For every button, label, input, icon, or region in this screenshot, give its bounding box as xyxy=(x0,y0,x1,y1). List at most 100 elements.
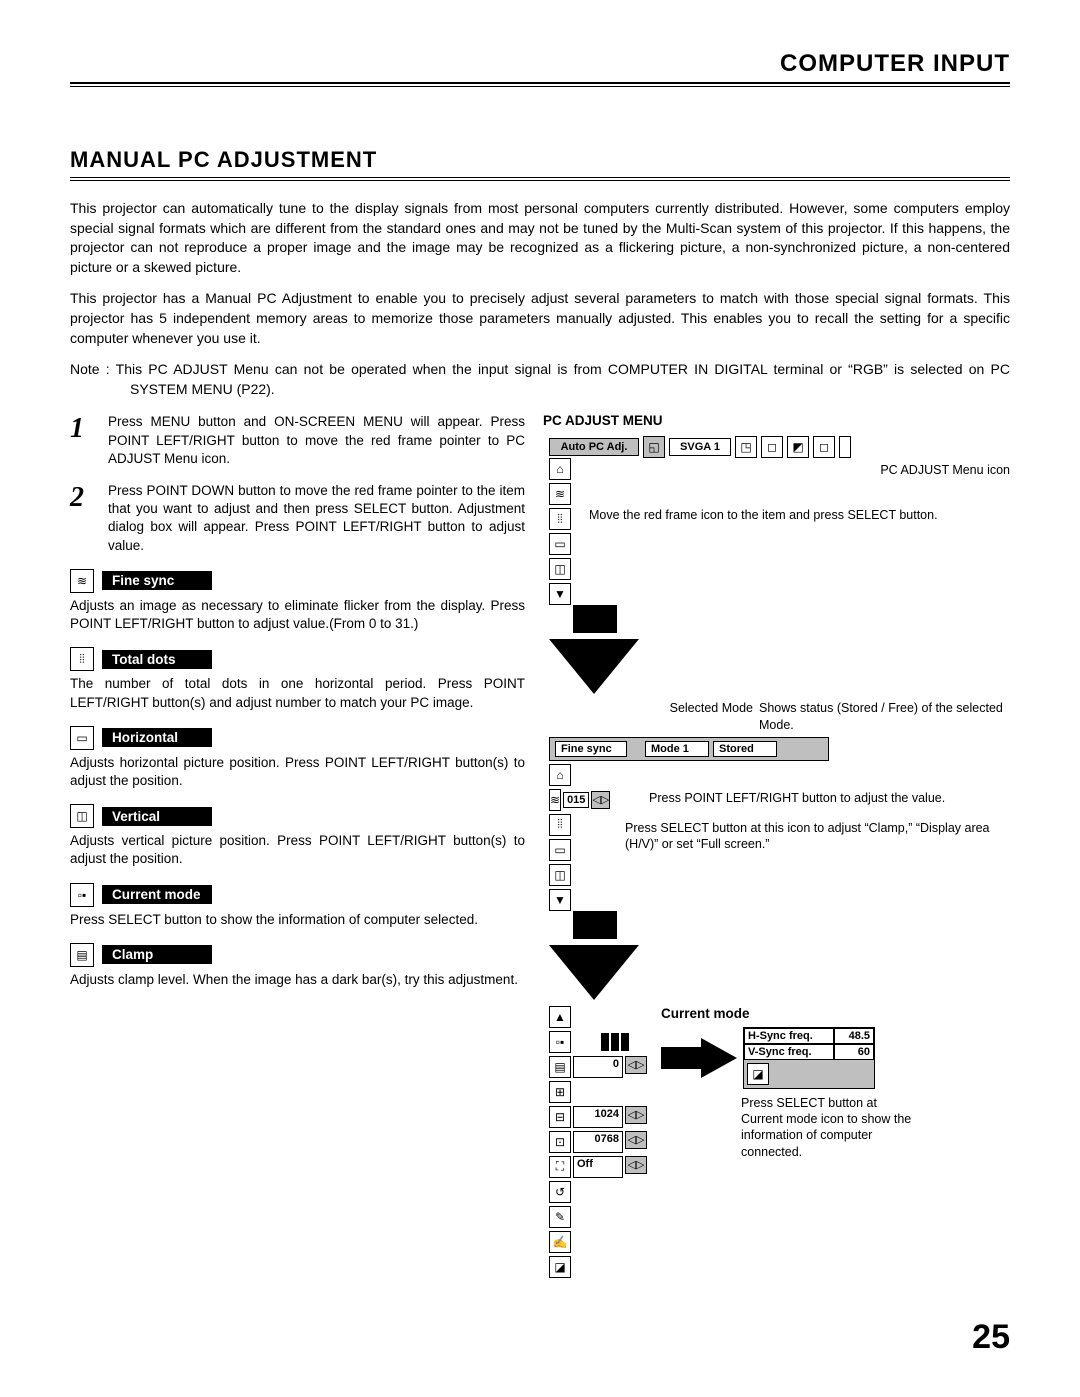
osd-icon-a2: ≋ xyxy=(549,483,571,505)
totaldots-icon: ⦙⦙ xyxy=(70,647,94,671)
osd-vertical-icons-3: ▲ ▫▪ ▤0◁▷ ⊞ ⊟1024◁▷ ⊡0768◁▷ ⛶Off◁▷ ↺ ✎ ✍… xyxy=(549,1006,647,1278)
osd-icon-a6: ▼ xyxy=(549,583,571,605)
osd-vertical-icons-2: ⌂ ≋ 015 ◁▷ ⦙⦙ ▭ ◫ ▼ xyxy=(549,764,575,911)
current-mode-panel: H-Sync freq. 48.5 V-Sync freq. 60 ◪ xyxy=(743,1027,875,1089)
osd-icon-c2: ▫▪ xyxy=(549,1031,571,1053)
adj-finesync: ≋ Fine sync Adjusts an image as necessar… xyxy=(70,569,525,633)
vsync-value: 60 xyxy=(834,1044,874,1060)
osd-topbar-icon-6 xyxy=(839,436,851,458)
hsync-value: 48.5 xyxy=(834,1028,874,1044)
arrow-stem-2 xyxy=(573,911,617,939)
current-mode-ok-icon[interactable]: ◪ xyxy=(747,1063,769,1085)
modebar-mode: Mode 1 xyxy=(645,741,709,757)
adj-horizontal: ▭ Horizontal Adjusts horizontal picture … xyxy=(70,726,525,790)
val-0: 0 xyxy=(573,1056,623,1078)
osd-icon-a3: ⦙⦙ xyxy=(549,508,571,530)
osd-icon-c5: ⊟ xyxy=(549,1106,571,1128)
clamp-icon: ▤ xyxy=(70,943,94,967)
vertical-icon: ◫ xyxy=(70,804,94,828)
osd-icon-b5: ◫ xyxy=(549,864,571,886)
osd-icon-a1: ⌂ xyxy=(549,458,571,480)
lr-arrow-c3[interactable]: ◁▷ xyxy=(625,1056,647,1074)
finesync-label: Fine sync xyxy=(102,571,212,590)
osd-icon-c1: ▲ xyxy=(549,1006,571,1028)
note-select-icon: Press SELECT button at this icon to adju… xyxy=(625,820,1010,853)
osd-icon-c4: ⊞ xyxy=(549,1081,571,1103)
val-off: Off xyxy=(573,1156,623,1178)
step-2-text: Press POINT DOWN button to move the red … xyxy=(108,482,525,555)
currentmode-desc: Press SELECT button to show the informat… xyxy=(70,911,525,929)
adj-vertical: ◫ Vertical Adjusts vertical picture posi… xyxy=(70,804,525,868)
osd-icon-c6: ⊡ xyxy=(549,1131,571,1153)
vertical-desc: Adjusts vertical picture position. Press… xyxy=(70,832,525,868)
pc-adjust-menu-title: PC ADJUST MENU xyxy=(543,413,1010,428)
modebar-finesync: Fine sync xyxy=(555,741,627,757)
arrow-down-2 xyxy=(549,945,639,1000)
osd-topbar-icon-1: ◱ xyxy=(643,436,665,458)
left-column: 1 Press MENU button and ON-SCREEN MENU w… xyxy=(70,413,525,1278)
osd-icon-c8: ↺ xyxy=(549,1181,571,1203)
val-0768: 0768 xyxy=(573,1131,623,1153)
currentmode-label: Current mode xyxy=(102,885,212,904)
osd-icon-c9: ✎ xyxy=(549,1206,571,1228)
finesync-icon: ≋ xyxy=(70,569,94,593)
arrow-stem-1 xyxy=(573,605,617,633)
osd-icon-b3: ⦙⦙ xyxy=(549,814,571,836)
totaldots-desc: The number of total dots in one horizont… xyxy=(70,675,525,711)
osd-icon-c7: ⛶ xyxy=(549,1156,571,1178)
page-number: 25 xyxy=(972,1318,1010,1357)
lr-arrow-c6[interactable]: ◁▷ xyxy=(625,1131,647,1149)
note-selected-mode: Selected Mode xyxy=(670,700,753,716)
step-2-number: 2 xyxy=(70,482,94,555)
vsync-label: V-Sync freq. xyxy=(744,1044,834,1060)
adj-totaldots: ⦙⦙ Total dots The number of total dots i… xyxy=(70,647,525,711)
osd-topbar-icon-4: ◩ xyxy=(787,436,809,458)
osd-topbar-icon-3: ◻ xyxy=(761,436,783,458)
lr-arrow-c7[interactable]: ◁▷ xyxy=(625,1156,647,1174)
osd-icon-c10: ✍ xyxy=(549,1231,571,1253)
hsync-label: H-Sync freq. xyxy=(744,1028,834,1044)
intro-note: Note : This PC ADJUST Menu can not be op… xyxy=(70,360,1010,399)
clamp-desc: Adjusts clamp level. When the image has … xyxy=(70,971,525,989)
finesync-desc: Adjusts an image as necessary to elimina… xyxy=(70,597,525,633)
osd-vertical-icons-1: ⌂ ≋ ⦙⦙ ▭ ◫ ▼ xyxy=(549,458,575,605)
section-title: MANUAL PC ADJUSTMENT xyxy=(70,147,1010,173)
val-1024: 1024 xyxy=(573,1106,623,1128)
osd-auto-pc-adj: Auto PC Adj. xyxy=(549,438,639,456)
intro-paragraph-2: This projector has a Manual PC Adjustmen… xyxy=(70,289,1010,348)
intro-paragraph-1: This projector can automatically tune to… xyxy=(70,199,1010,277)
step-2: 2 Press POINT DOWN button to move the re… xyxy=(70,482,525,555)
osd-icon-b1: ⌂ xyxy=(549,764,571,786)
note-move-frame: Move the red frame icon to the item and … xyxy=(589,507,1010,523)
osd-topbar-icon-5: ◻ xyxy=(813,436,835,458)
arrow-down-1 xyxy=(549,639,639,694)
horizontal-icon: ▭ xyxy=(70,726,94,750)
lr-arrow-c5[interactable]: ◁▷ xyxy=(625,1106,647,1124)
step-1-number: 1 xyxy=(70,413,94,468)
page-header: COMPUTER INPUT xyxy=(70,50,1010,78)
note-status: Shows status (Stored / Free) of the sele… xyxy=(759,700,1010,733)
osd-icon-a5: ◫ xyxy=(549,558,571,580)
osd-icon-c11: ◪ xyxy=(549,1256,571,1278)
adj-clamp: ▤ Clamp Adjusts clamp level. When the im… xyxy=(70,943,525,989)
current-mode-title: Current mode xyxy=(661,1006,1010,1021)
right-arrow-stem xyxy=(661,1047,701,1069)
osd-mode-bar: Fine sync Mode 1 Stored xyxy=(549,737,829,761)
header-rule xyxy=(70,82,1010,87)
osd-icon-b2: ≋ xyxy=(549,789,561,811)
osd-svga: SVGA 1 xyxy=(669,438,731,456)
osd-icon-a4: ▭ xyxy=(549,533,571,555)
horizontal-label: Horizontal xyxy=(102,728,212,747)
osd-icon-b4: ▭ xyxy=(549,839,571,861)
step-1-text: Press MENU button and ON-SCREEN MENU wil… xyxy=(108,413,525,468)
note-pc-adjust-icon: PC ADJUST Menu icon xyxy=(589,462,1010,478)
osd-topbar-icon-2: ◳ xyxy=(735,436,757,458)
currentmode-icon: ▫▪ xyxy=(70,883,94,907)
section-rule xyxy=(70,177,1010,181)
note-point-lr: Press POINT LEFT/RIGHT button to adjust … xyxy=(649,790,1010,806)
osd-icon-c3: ▤ xyxy=(549,1056,571,1078)
current-mode-note: Press SELECT button at Current mode icon… xyxy=(741,1095,921,1160)
osd-icon-b6: ▼ xyxy=(549,889,571,911)
totaldots-label: Total dots xyxy=(102,650,212,669)
horizontal-desc: Adjusts horizontal picture position. Pre… xyxy=(70,754,525,790)
